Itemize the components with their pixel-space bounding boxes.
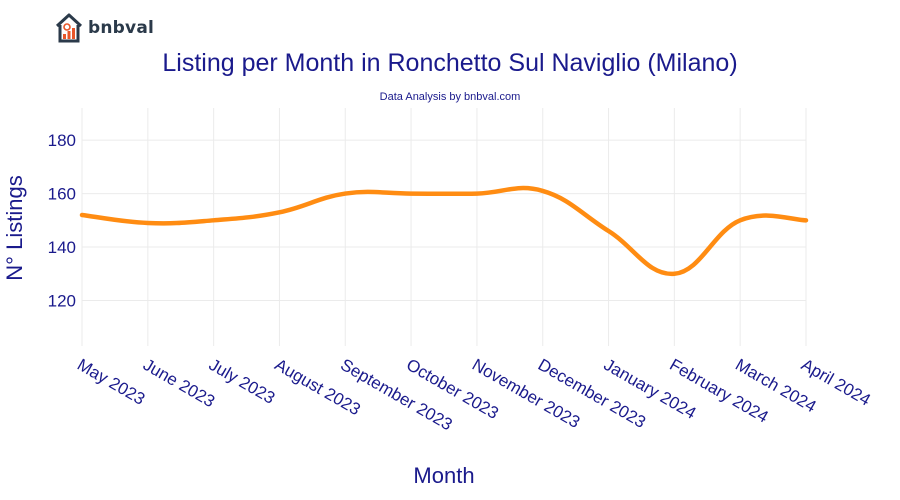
x-tick-label: May 2023 <box>74 355 148 409</box>
y-tick-labels: 120 140 160 180 <box>48 131 76 310</box>
chart-title: Listing per Month in Ronchetto Sul Navig… <box>162 49 737 77</box>
y-tick-label: 160 <box>48 185 76 204</box>
house-chart-icon <box>55 13 83 43</box>
y-tick-label: 120 <box>48 292 76 311</box>
x-gridlines <box>81 108 807 346</box>
x-axis-label: Month <box>413 463 474 488</box>
series-line <box>79 185 809 277</box>
series-group <box>79 185 809 277</box>
y-tick-label: 180 <box>48 131 76 150</box>
brand-name: bnbval <box>88 18 155 38</box>
brand-logo: bnbval <box>54 12 154 44</box>
y-tick-label: 140 <box>48 238 76 257</box>
y-axis-label: N° Listings <box>2 175 27 280</box>
x-tick-label: July 2023 <box>206 355 279 408</box>
chart-subtitle: Data Analysis by bnbval.com <box>380 91 521 103</box>
x-tick-label: September 2023 <box>337 355 455 434</box>
x-tick-label: June 2023 <box>140 355 218 411</box>
